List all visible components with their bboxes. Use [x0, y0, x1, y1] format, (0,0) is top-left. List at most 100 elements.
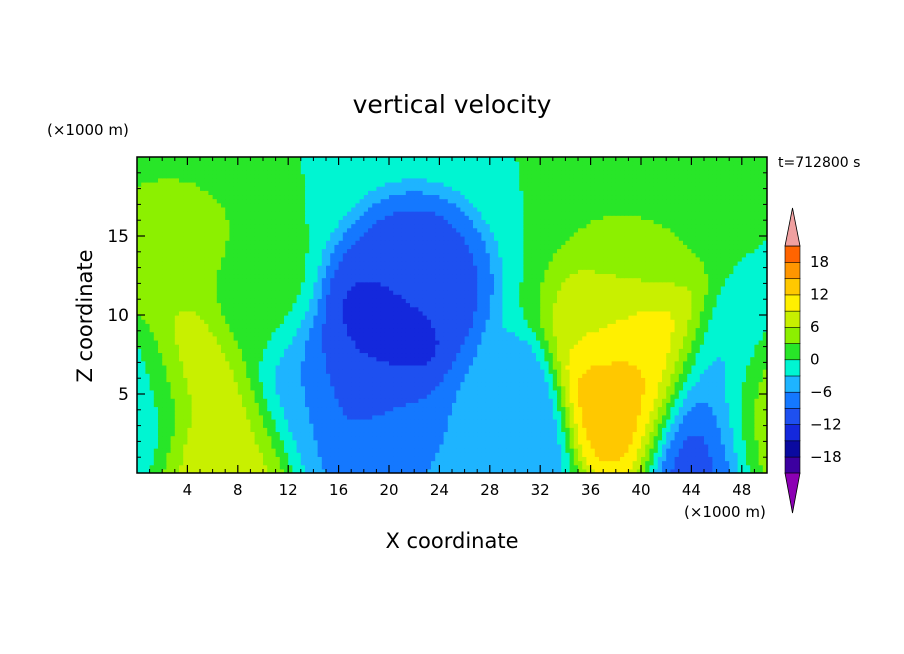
- contour-cell: [418, 418, 424, 424]
- contour-cell: [397, 427, 403, 433]
- contour-cell: [292, 439, 298, 445]
- contour-cell: [708, 452, 713, 457]
- contour-cell: [725, 360, 730, 366]
- contour-cell: [200, 402, 205, 408]
- contour-cell: [426, 398, 432, 403]
- contour-cell: [573, 443, 579, 449]
- contour-cell: [561, 423, 566, 428]
- contour-cell: [737, 435, 743, 441]
- contour-cell: [443, 443, 449, 449]
- contour-cell: [284, 414, 289, 420]
- contour-cell: [200, 339, 205, 345]
- contour-cell: [183, 385, 188, 391]
- contour-cell: [603, 406, 608, 412]
- contour-cell: [599, 456, 604, 462]
- contour-cell: [170, 431, 176, 437]
- contour-cell: [435, 443, 440, 449]
- contour-cell: [590, 443, 596, 449]
- contour-cell: [271, 381, 277, 387]
- contour-cell: [548, 414, 554, 420]
- contour-cell: [426, 460, 432, 466]
- contour-cell: [678, 439, 684, 445]
- contour-cell: [603, 443, 608, 449]
- contour-cell: [418, 414, 424, 420]
- contour-cell: [599, 402, 604, 408]
- contour-cell: [750, 339, 755, 345]
- contour-cell: [477, 394, 482, 399]
- contour-cell: [670, 452, 676, 457]
- contour-cell: [389, 410, 394, 416]
- contour-cell: [414, 394, 419, 399]
- contour-cell: [342, 406, 348, 412]
- contour-cell: [460, 348, 466, 354]
- contour-cell: [599, 335, 604, 341]
- contour-cell: [145, 460, 151, 466]
- contour-cell: [758, 377, 764, 383]
- contour-cell: [527, 443, 533, 449]
- contour-cell: [657, 418, 663, 424]
- contour-cell: [401, 448, 407, 453]
- contour-cell: [334, 468, 340, 473]
- contour-cell: [389, 431, 394, 437]
- contour-cell: [208, 381, 214, 387]
- contour-cell: [338, 339, 344, 345]
- contour-cell: [628, 460, 634, 466]
- contour-cell: [258, 389, 264, 395]
- contour-cell: [212, 364, 218, 370]
- contour-cell: [162, 339, 167, 345]
- contour-cell: [456, 369, 461, 374]
- contour-cell: [179, 443, 184, 449]
- contour-cell: [536, 431, 541, 437]
- contour-cell: [704, 369, 709, 374]
- contour-cell: [414, 406, 419, 412]
- contour-cell: [552, 431, 558, 437]
- contour-cell: [569, 410, 575, 416]
- contour-cell: [292, 398, 298, 403]
- contour-cell: [620, 452, 625, 457]
- contour-cell: [662, 373, 667, 378]
- contour-cell: [607, 398, 613, 403]
- contour-cell: [720, 423, 726, 428]
- contour-cell: [271, 431, 277, 437]
- contour-cell: [158, 356, 163, 362]
- contour-cell: [460, 431, 466, 437]
- contour-cell: [372, 389, 377, 395]
- contour-cell: [305, 452, 310, 457]
- contour-cell: [611, 468, 617, 473]
- contour-cell: [405, 348, 411, 354]
- contour-cell: [179, 364, 184, 370]
- contour-cell: [510, 456, 516, 462]
- contour-cell: [456, 464, 461, 470]
- contour-cell: [317, 456, 323, 462]
- contour-cell: [456, 394, 461, 399]
- contour-cell: [162, 381, 167, 387]
- contour-cell: [611, 418, 617, 424]
- contour-cell: [678, 381, 684, 387]
- contour-cell: [279, 331, 285, 337]
- contour-cell: [204, 398, 209, 403]
- contour-cell: [540, 418, 545, 424]
- contour-cell: [195, 331, 201, 337]
- contour-cell: [355, 418, 361, 424]
- contour-cell: [641, 352, 646, 358]
- contour-cell: [284, 360, 289, 366]
- contour-cell: [380, 398, 386, 403]
- contour-cell: [485, 394, 491, 399]
- contour-cell: [191, 352, 197, 358]
- contour-cell: [762, 385, 767, 391]
- contour-cell: [435, 348, 440, 354]
- contour-cell: [242, 427, 247, 433]
- contour-cell: [590, 402, 596, 408]
- contour-cell: [212, 339, 218, 345]
- contour-cell: [477, 414, 482, 420]
- contour-cell: [279, 356, 285, 362]
- contour-cell: [565, 348, 571, 354]
- contour-cell: [439, 381, 445, 387]
- contour-cell: [607, 456, 613, 462]
- contour-cell: [699, 398, 705, 403]
- contour-cell: [225, 360, 230, 366]
- contour-cell: [288, 452, 293, 457]
- contour-cell: [431, 427, 436, 433]
- contour-cell: [746, 439, 751, 445]
- contour-cell: [670, 352, 676, 358]
